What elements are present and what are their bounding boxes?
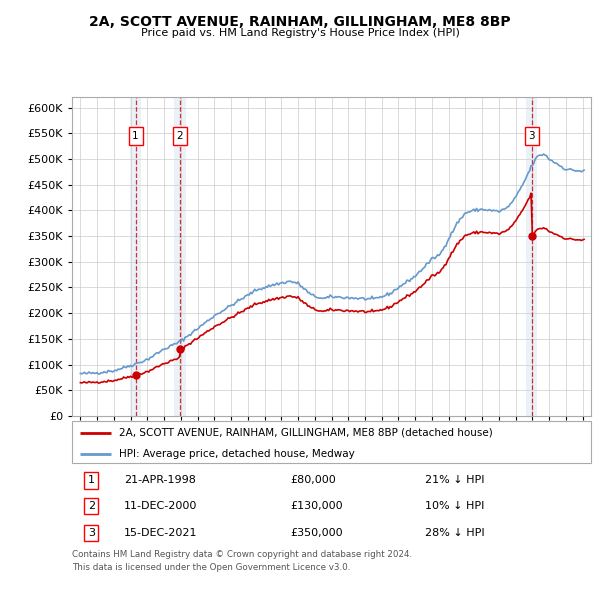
Text: 2: 2 xyxy=(88,501,95,511)
FancyBboxPatch shape xyxy=(72,421,591,463)
Text: HPI: Average price, detached house, Medway: HPI: Average price, detached house, Medw… xyxy=(119,449,355,459)
Bar xyxy=(130,97,142,416)
Text: 1: 1 xyxy=(133,131,139,141)
Text: 2A, SCOTT AVENUE, RAINHAM, GILLINGHAM, ME8 8BP: 2A, SCOTT AVENUE, RAINHAM, GILLINGHAM, M… xyxy=(89,15,511,29)
Text: 2A, SCOTT AVENUE, RAINHAM, GILLINGHAM, ME8 8BP (detached house): 2A, SCOTT AVENUE, RAINHAM, GILLINGHAM, M… xyxy=(119,428,493,438)
Text: 2: 2 xyxy=(176,131,183,141)
Text: 21% ↓ HPI: 21% ↓ HPI xyxy=(425,476,484,486)
Text: Contains HM Land Registry data © Crown copyright and database right 2024.: Contains HM Land Registry data © Crown c… xyxy=(72,550,412,559)
Text: £130,000: £130,000 xyxy=(290,501,343,511)
Text: 28% ↓ HPI: 28% ↓ HPI xyxy=(425,528,485,538)
Text: 10% ↓ HPI: 10% ↓ HPI xyxy=(425,501,484,511)
Text: 21-APR-1998: 21-APR-1998 xyxy=(124,476,196,486)
Text: £350,000: £350,000 xyxy=(290,528,343,538)
Text: 1: 1 xyxy=(88,476,95,486)
Text: £80,000: £80,000 xyxy=(290,476,336,486)
Bar xyxy=(526,97,538,416)
Text: 11-DEC-2000: 11-DEC-2000 xyxy=(124,501,197,511)
Text: 3: 3 xyxy=(88,528,95,538)
Text: 15-DEC-2021: 15-DEC-2021 xyxy=(124,528,197,538)
Text: This data is licensed under the Open Government Licence v3.0.: This data is licensed under the Open Gov… xyxy=(72,563,350,572)
Bar xyxy=(174,97,186,416)
Text: 3: 3 xyxy=(528,131,535,141)
Text: Price paid vs. HM Land Registry's House Price Index (HPI): Price paid vs. HM Land Registry's House … xyxy=(140,28,460,38)
